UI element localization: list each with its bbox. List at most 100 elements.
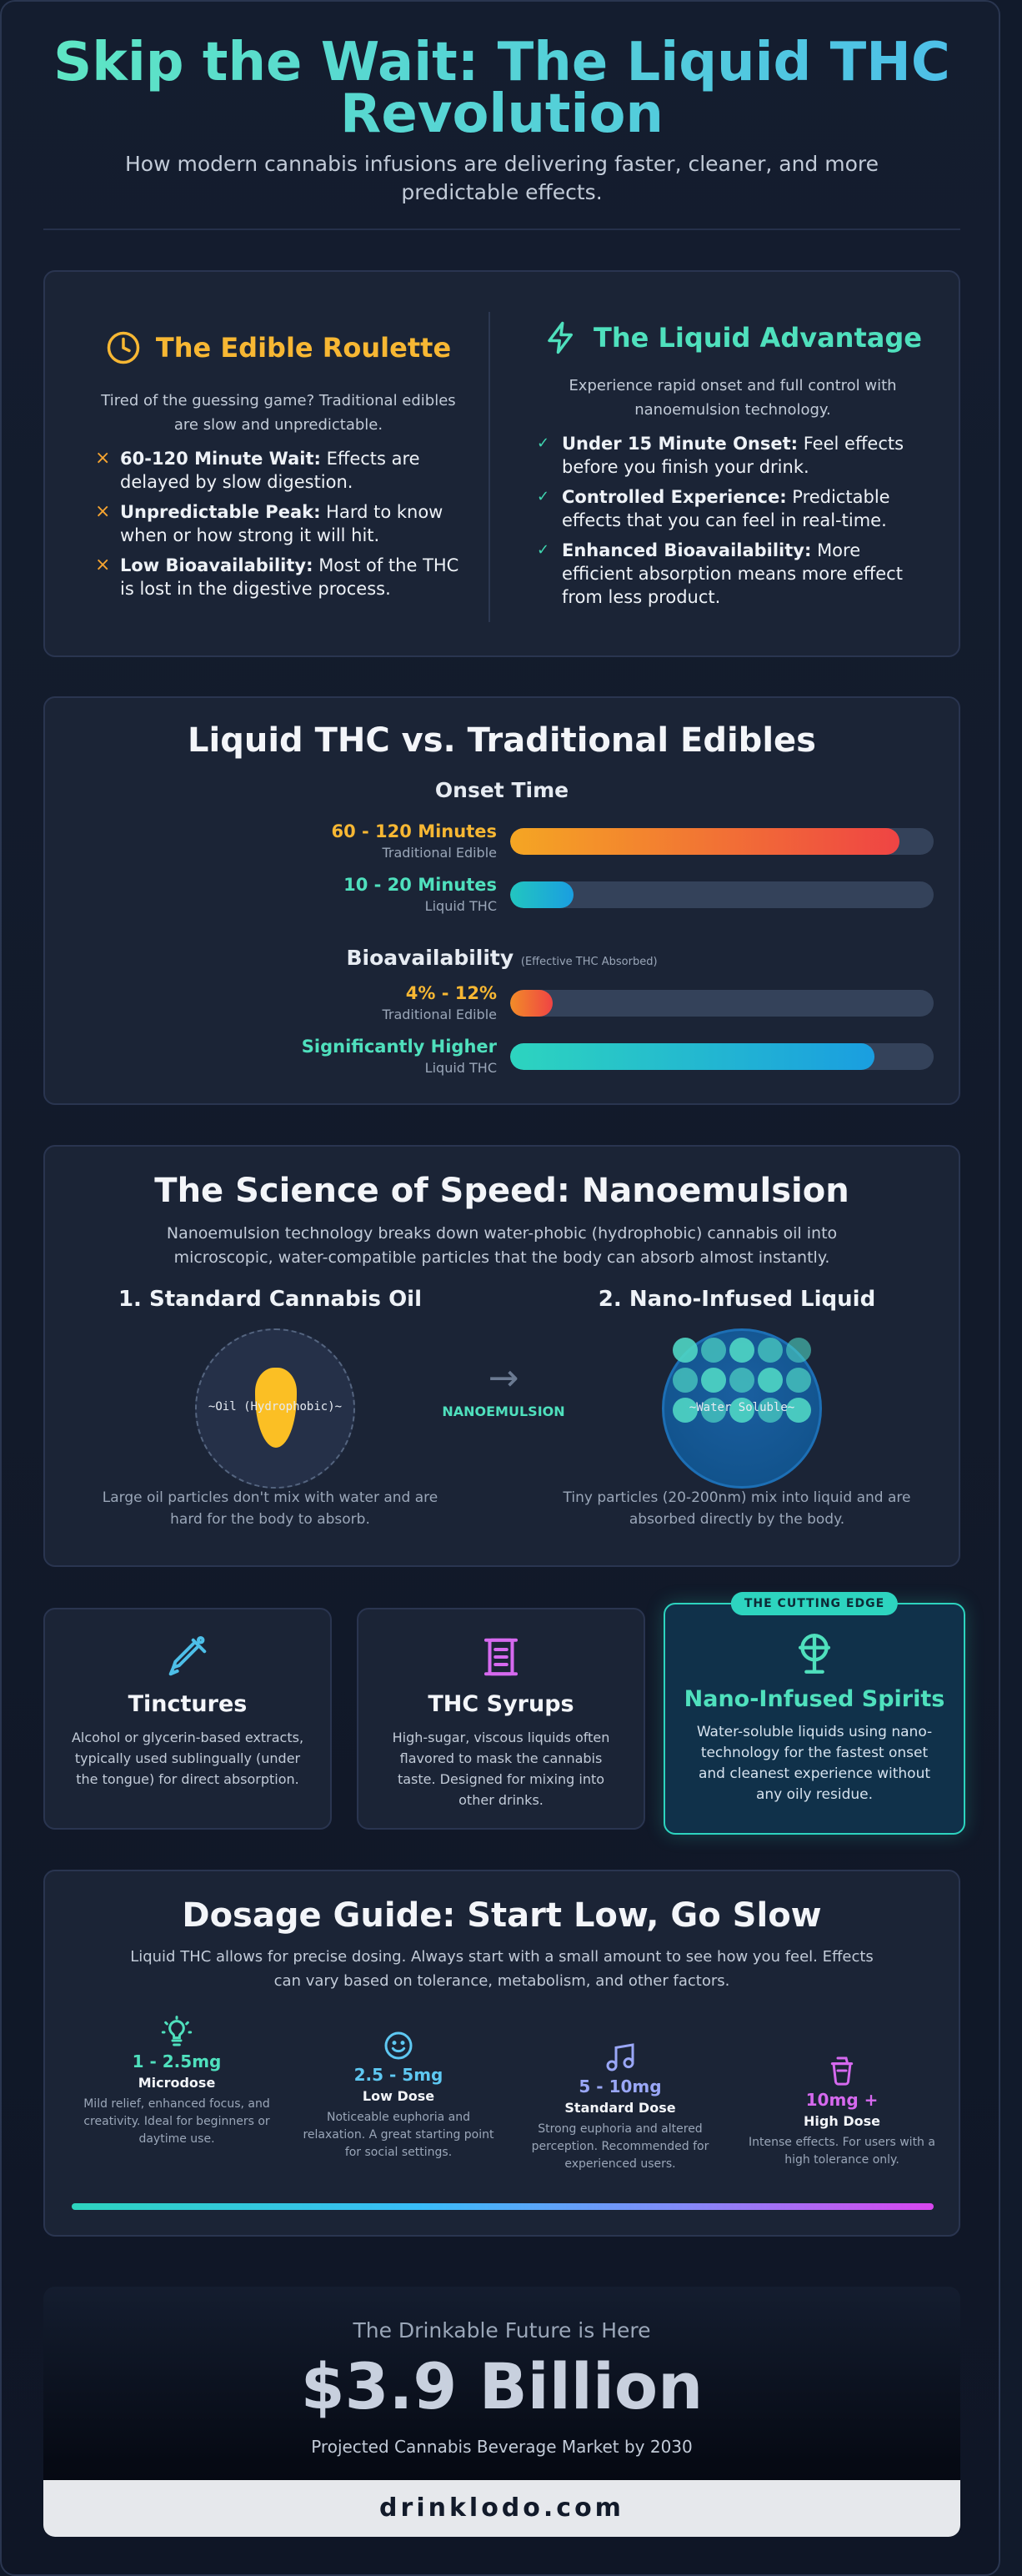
particle bbox=[758, 1368, 783, 1393]
bar-label: Traditional Edible bbox=[382, 845, 497, 861]
item-text: Predictable effects that you can feel in… bbox=[562, 487, 890, 530]
item-bold: Unpredictable Peak: bbox=[120, 502, 321, 522]
particle bbox=[758, 1338, 783, 1363]
particle bbox=[701, 1338, 726, 1363]
product-name: THC Syrups bbox=[428, 1691, 574, 1717]
header-divider bbox=[43, 228, 960, 230]
list-item: × Unpredictable Peak: Hard to know when o… bbox=[95, 500, 462, 547]
nano-liquid-column: 2. Nano-Infused Liquid bbox=[562, 1287, 912, 1528]
list-item: × 60-120 Minute Wait: Effects are delayed… bbox=[95, 447, 462, 494]
comparison-bars-card: Liquid THC vs. Traditional Edibles Onset… bbox=[43, 696, 960, 1105]
item-bold: Enhanced Bioavailability: bbox=[562, 540, 812, 560]
check-icon: ✓ bbox=[537, 434, 550, 452]
dosage-gradient-bar bbox=[72, 2203, 934, 2210]
dose-level-microdose: 1 - 2.5mg Microdose Mild relief, enhance… bbox=[77, 2015, 277, 2148]
dose-desc: Mild relief, enhanced focus, and creativ… bbox=[83, 2097, 270, 2146]
market-footer: The Drinkable Future is Here $3.9 Billio… bbox=[43, 2287, 960, 2537]
particle bbox=[673, 1368, 698, 1393]
list-item: ✓ Enhanced Bioavailability: More efficien… bbox=[537, 539, 929, 609]
item-text: More efficient absorption means more eff… bbox=[562, 540, 903, 607]
comparison-card: The Edible Roulette Tired of the guessin… bbox=[43, 270, 960, 657]
smile-icon bbox=[384, 2031, 413, 2060]
nano-liquid-heading: 2. Nano-Infused Liquid bbox=[598, 1287, 876, 1312]
particle bbox=[701, 1368, 726, 1393]
particle bbox=[701, 1398, 726, 1423]
dosage-desc: Liquid THC allows for precise dosing. Al… bbox=[130, 1948, 874, 1990]
standard-oil-column: 1. Standard Cannabis Oil ~Oil (Hydrophob… bbox=[95, 1287, 445, 1528]
list-item: × Low Bioavailability: Most of the THC is… bbox=[95, 554, 462, 600]
bar-fill bbox=[510, 990, 553, 1017]
nanoemulsion-arrow: → NANOEMULSION bbox=[420, 1357, 587, 1420]
particle bbox=[729, 1338, 754, 1363]
bar-fill bbox=[510, 881, 574, 908]
edible-roulette-desc: Tired of the guessing game? Traditional … bbox=[101, 392, 456, 434]
science-title: The Science of Speed: Nanoemulsion bbox=[154, 1172, 849, 1210]
bar-value: 60 - 120 Minutes bbox=[331, 821, 498, 841]
standard-oil-heading: 1. Standard Cannabis Oil bbox=[118, 1287, 423, 1312]
check-icon: ✓ bbox=[537, 541, 550, 559]
onset-heading: Onset Time bbox=[434, 778, 569, 802]
bar-fill bbox=[510, 1043, 874, 1070]
bar-track bbox=[510, 881, 934, 908]
item-text: Feel effects before you finish your drin… bbox=[562, 434, 904, 477]
dose-amount: 1 - 2.5mg bbox=[132, 2051, 222, 2071]
dose-amount: 10mg + bbox=[805, 2090, 879, 2110]
website-link[interactable]: drinklodo.com bbox=[43, 2480, 960, 2537]
bar-row: 10 - 20 Minutes Liquid THC bbox=[45, 875, 962, 915]
bar-fill bbox=[510, 828, 900, 855]
particle bbox=[729, 1368, 754, 1393]
dose-name: High Dose bbox=[804, 2113, 880, 2129]
edible-roulette-column: The Edible Roulette Tired of the guessin… bbox=[95, 330, 462, 607]
clock-icon bbox=[107, 331, 140, 364]
dose-amount: 5 - 10mg bbox=[579, 2076, 662, 2096]
dose-level-high: 10mg + High Dose Intense effects. For us… bbox=[742, 2053, 942, 2169]
science-desc: Nanoemulsion technology breaks down wate… bbox=[166, 1224, 838, 1267]
item-bold: Under 15 Minute Onset: bbox=[562, 434, 799, 454]
dose-desc: Strong euphoria and altered perception. … bbox=[531, 2122, 709, 2171]
bar-label: Liquid THC bbox=[424, 898, 497, 914]
product-name: Nano-Infused Spirits bbox=[684, 1686, 945, 1712]
arrow-right-icon: → bbox=[488, 1357, 519, 1399]
item-text: Effects are delayed by slow digestion. bbox=[120, 449, 420, 492]
dose-name: Low Dose bbox=[362, 2088, 435, 2104]
list-item: ✓ Under 15 Minute Onset: Feel effects bef… bbox=[537, 432, 929, 479]
product-card-syrups: THC Syrups High-sugar, viscous liquids o… bbox=[357, 1608, 645, 1830]
bar-track bbox=[510, 828, 934, 855]
dosage-title: Dosage Guide: Start Low, Go Slow bbox=[182, 1896, 822, 1935]
edible-roulette-title: The Edible Roulette bbox=[155, 332, 452, 364]
water-soluble-label: ~Water Soluble~ bbox=[689, 1401, 795, 1414]
cutting-edge-badge: THE CUTTING EDGE bbox=[730, 1592, 899, 1615]
dose-name: Microdose bbox=[138, 2075, 216, 2091]
liquid-advantage-desc: Experience rapid onset and full control … bbox=[569, 377, 897, 419]
dropper-icon bbox=[168, 1636, 207, 1676]
scroll-icon bbox=[483, 1638, 519, 1676]
product-name: Tinctures bbox=[128, 1691, 248, 1717]
column-divider bbox=[488, 312, 490, 622]
bar-track bbox=[510, 1043, 934, 1070]
item-bold: 60-120 Minute Wait: bbox=[120, 449, 321, 469]
liquid-advantage-column: The Liquid Advantage Experience rapid on… bbox=[537, 320, 929, 615]
list-item: ✓ Controlled Experience: Predictable effe… bbox=[537, 485, 929, 532]
page-title: Skip the Wait: The Liquid THC Revolution bbox=[43, 36, 960, 141]
bar-row: Significantly Higher Liquid THC bbox=[45, 1037, 962, 1077]
item-bold: Low Bioavailability: bbox=[120, 555, 313, 575]
science-card: The Science of Speed: Nanoemulsion Nanoe… bbox=[43, 1145, 960, 1567]
item-bold: Controlled Experience: bbox=[562, 487, 787, 507]
infographic-frame: Skip the Wait: The Liquid THC Revolution… bbox=[0, 0, 1000, 2576]
item-text: Most of the THC is lost in the digestive… bbox=[120, 555, 459, 599]
product-card-nano-spirits: THE CUTTING EDGE Nano-Infused Spirits Wa… bbox=[664, 1592, 965, 1835]
bar-track bbox=[510, 990, 934, 1017]
dose-desc: Intense effects. For users with a high t… bbox=[749, 2136, 935, 2167]
product-desc: Alcohol or glycerin-based extracts, typi… bbox=[71, 1730, 304, 1787]
music-icon bbox=[606, 2043, 634, 2071]
page-subtitle: How modern cannabis infusions are delive… bbox=[124, 152, 879, 204]
nano-liquid-caption: Tiny particles (20-200nm) mix into liqui… bbox=[563, 1489, 911, 1528]
nano-particle-graphic: ~Water Soluble~ bbox=[662, 1328, 822, 1489]
martini-icon bbox=[798, 1634, 831, 1674]
oil-particle-graphic: ~Oil (Hydrophobic)~ bbox=[195, 1328, 355, 1489]
product-desc: High-sugar, viscous liquids often flavor… bbox=[392, 1730, 610, 1808]
market-caption: Projected Cannabis Beverage Market by 20… bbox=[311, 2437, 693, 2457]
bar-row: 60 - 120 Minutes Traditional Edible bbox=[45, 821, 962, 861]
particle bbox=[786, 1398, 811, 1423]
market-size: $3.9 Billion bbox=[300, 2349, 704, 2423]
